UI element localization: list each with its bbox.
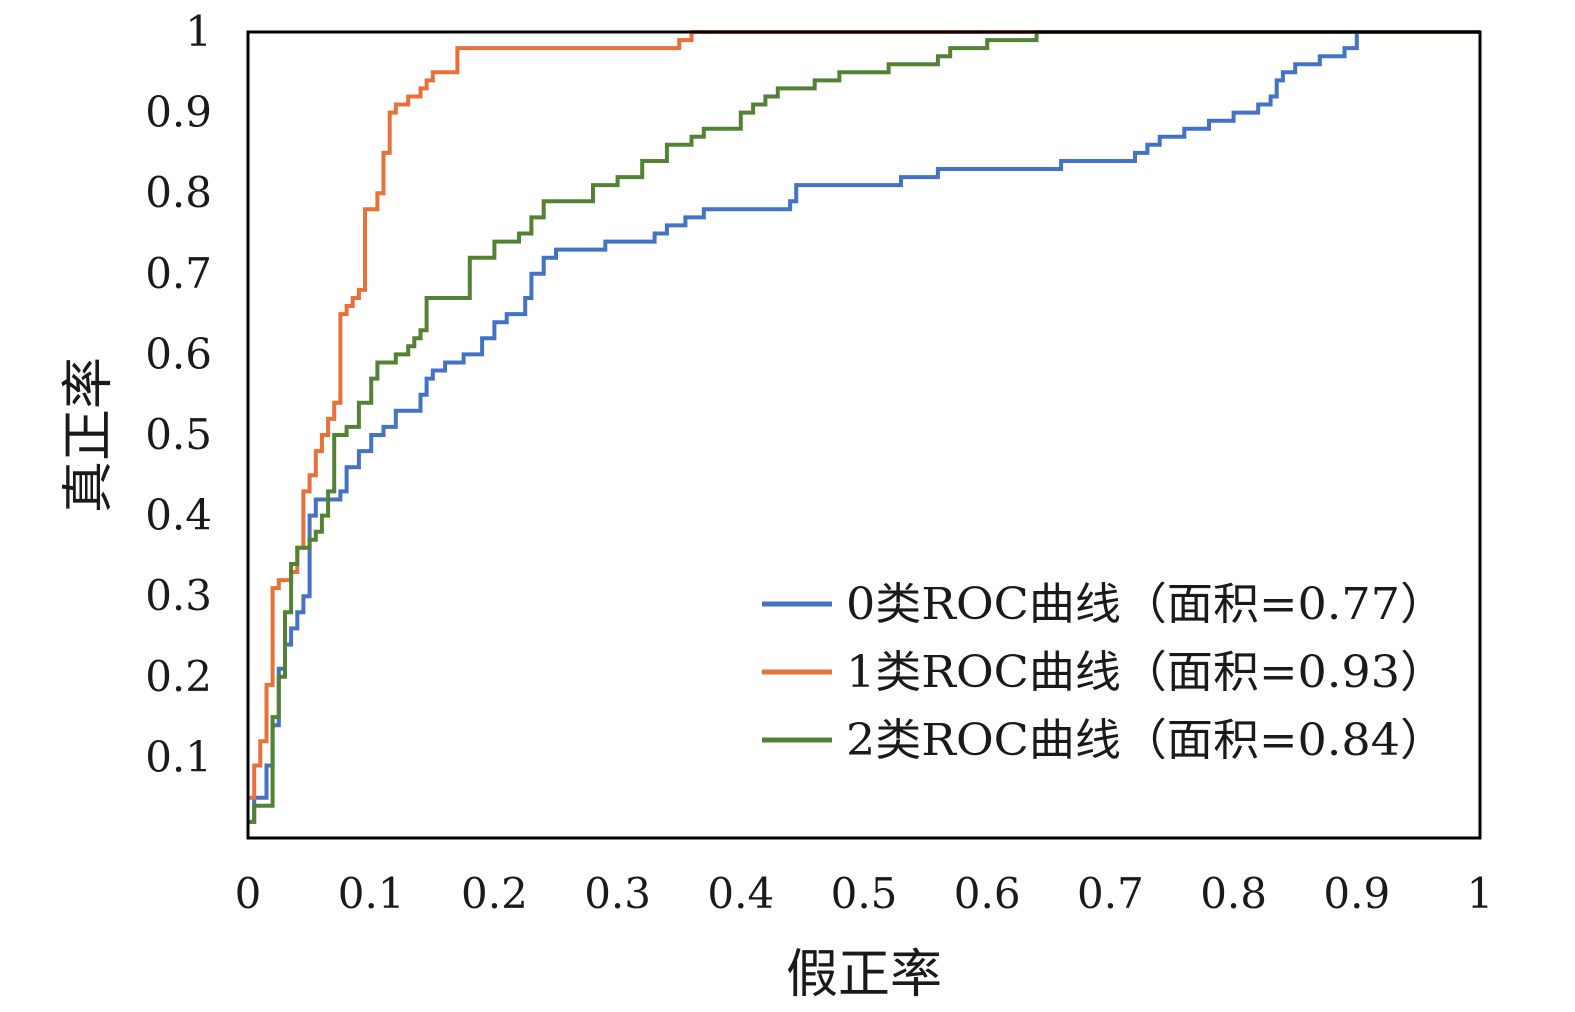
- x-tick-label-0-5: 0.5: [831, 869, 898, 918]
- series-line-2: [248, 30, 1480, 824]
- x-tick-labels: 0 0.1 0.2 0.3 0.4 0.5 0.6 0.7 0.8 0.9 1: [235, 869, 1494, 918]
- series-line-0: [248, 30, 1480, 824]
- x-tick-label-0-2: 0.2: [461, 869, 528, 918]
- x-tick-label-1: 1: [1467, 869, 1494, 918]
- y-tick-labels: 0.1 0.2 0.3 0.4 0.5 0.6 0.7 0.8 0.9 1: [145, 7, 212, 781]
- x-tick-label-0-3: 0.3: [584, 869, 651, 918]
- legend-label-2: 2类ROC曲线（面积=0.84）: [846, 715, 1446, 766]
- x-axis-title: 假正率: [786, 945, 942, 1005]
- legend-label-0: 0类ROC曲线（面积=0.77）: [846, 579, 1446, 630]
- x-tick-label-0-9: 0.9: [1323, 869, 1390, 918]
- plot-area-border: [246, 30, 1482, 840]
- y-tick-label-1: 1: [185, 7, 212, 56]
- y-tick-label-0-9: 0.9: [145, 88, 212, 137]
- x-tick-label-0-8: 0.8: [1200, 869, 1267, 918]
- x-tick-label-0-6: 0.6: [954, 869, 1021, 918]
- y-tick-label-0-1: 0.1: [145, 732, 212, 781]
- y-tick-label-0-8: 0.8: [145, 168, 212, 217]
- x-tick-label-0-7: 0.7: [1077, 869, 1144, 918]
- y-tick-label-0-7: 0.7: [145, 249, 212, 298]
- x-tick-label-0: 0: [235, 869, 262, 918]
- y-tick-label-0-6: 0.6: [145, 329, 212, 378]
- x-tick-label-0-4: 0.4: [707, 869, 774, 918]
- y-tick-label-0-5: 0.5: [145, 410, 212, 459]
- y-tick-label-0-3: 0.3: [145, 571, 212, 620]
- y-tick-label-0-2: 0.2: [145, 652, 212, 701]
- legend: 0类ROC曲线（面积=0.77） 1类ROC曲线（面积=0.93） 2类ROC曲线（…: [762, 579, 1446, 766]
- y-tick-label-0-4: 0.4: [145, 491, 212, 540]
- series-layer: [248, 30, 1480, 824]
- y-axis-title: 真正率: [59, 357, 119, 513]
- x-tick-label-0-1: 0.1: [338, 869, 405, 918]
- legend-label-1: 1类ROC曲线（面积=0.93）: [846, 647, 1446, 698]
